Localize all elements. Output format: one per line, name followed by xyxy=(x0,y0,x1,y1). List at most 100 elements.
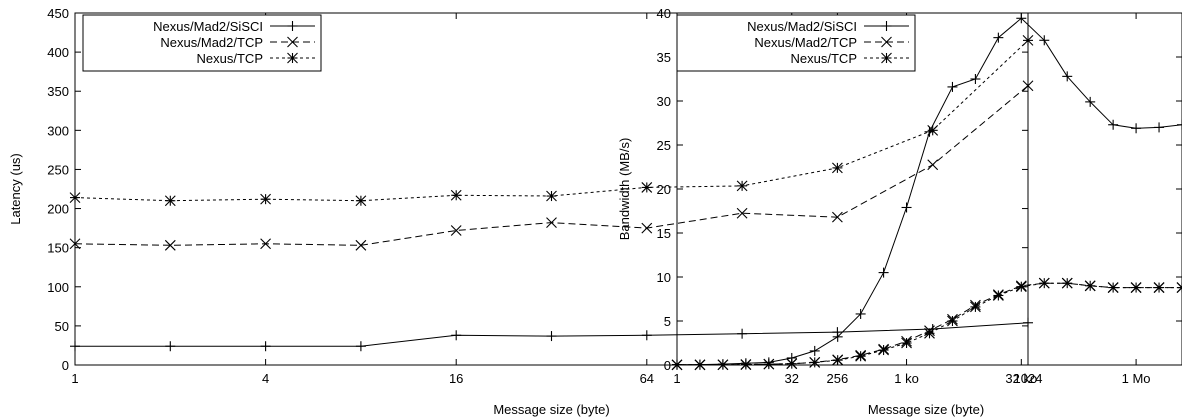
legend-label: Nexus/TCP xyxy=(791,51,857,66)
data-point-d2 xyxy=(855,350,867,362)
data-point xyxy=(1154,122,1165,133)
data-point xyxy=(641,222,653,234)
data-point xyxy=(1023,317,1033,328)
data-point xyxy=(1016,13,1027,24)
data-point xyxy=(737,328,748,339)
y-tick-label: 300 xyxy=(47,123,69,138)
data-point-d2 xyxy=(1130,282,1142,293)
legend-label: Nexus/Mad2/TCP xyxy=(754,35,857,50)
y-tick-label: 35 xyxy=(657,50,671,65)
data-point xyxy=(164,239,176,251)
data-point xyxy=(740,359,752,370)
legend-label: Nexus/Mad2/SiSCI xyxy=(747,19,857,34)
legend-marker xyxy=(881,21,892,31)
legend-marker xyxy=(881,36,892,48)
y-tick-label: 400 xyxy=(47,45,69,60)
data-point xyxy=(832,354,844,366)
data-point xyxy=(1015,281,1027,293)
data-point-d2 xyxy=(1176,286,1182,293)
data-point-d2 xyxy=(947,315,958,327)
data-point xyxy=(355,341,366,352)
data-point xyxy=(927,159,939,171)
data-point-d2 xyxy=(878,344,889,356)
data-point xyxy=(1084,280,1096,292)
data-point xyxy=(355,239,367,251)
data-point-d2 xyxy=(736,207,748,219)
data-point xyxy=(260,193,271,205)
y-tick-label: 350 xyxy=(47,84,69,99)
data-point-d2 xyxy=(736,180,748,192)
y-axis-label: Bandwidth (MB/s) xyxy=(617,138,632,241)
data-point xyxy=(1022,34,1034,46)
y-tick-label: 0 xyxy=(664,358,671,373)
y-tick-label: 40 xyxy=(657,6,671,21)
data-point-d2 xyxy=(992,290,1004,301)
plot-frame xyxy=(74,12,1029,366)
legend-marker-d2 xyxy=(881,36,892,48)
data-point-d2 xyxy=(1015,281,1027,293)
legend-label: Nexus/Mad2/SiSCI xyxy=(153,19,263,34)
data-point-d2 xyxy=(924,327,935,339)
data-point-d2 xyxy=(786,358,798,370)
data-point xyxy=(641,330,652,341)
data-point xyxy=(786,358,798,370)
series-3 xyxy=(69,34,1034,207)
data-point-d2 xyxy=(763,358,775,370)
legend-marker-d2 xyxy=(881,52,892,64)
data-point xyxy=(878,344,889,356)
data-point xyxy=(69,192,81,203)
data-point-d2 xyxy=(1038,277,1050,289)
data-point-d2 xyxy=(260,193,271,205)
x-tick-label: 1 xyxy=(71,371,78,386)
data-point xyxy=(832,331,843,342)
bandwidth-chart: 0 5 10 15 20 25 30 35 40 1 32 1 ko 32 ko 1 Mo Message … xyxy=(617,6,1182,417)
x-axis-label: Message size (byte) xyxy=(868,402,984,417)
data-point xyxy=(1039,35,1050,46)
data-point-d2 xyxy=(164,195,176,207)
legend-label: Nexus/Mad2/TCP xyxy=(160,35,263,50)
data-point-d2 xyxy=(1153,282,1165,293)
data-point xyxy=(546,217,557,229)
data-point-d2 xyxy=(694,359,706,371)
data-point xyxy=(993,32,1004,43)
y-tick-label: 50 xyxy=(55,319,69,334)
data-point xyxy=(1062,71,1073,82)
x-tick-label: 64 xyxy=(640,371,654,386)
data-point-d2 xyxy=(641,222,653,234)
data-point-d2 xyxy=(450,225,462,236)
data-point xyxy=(992,290,1004,301)
data-point-d2 xyxy=(355,195,367,207)
data-point xyxy=(450,189,462,201)
data-point-d1 xyxy=(1176,282,1182,289)
y-tick-label: 5 xyxy=(664,314,671,329)
x-tick-label: 256 xyxy=(827,371,849,386)
data-point xyxy=(947,81,958,92)
data-point-d2 xyxy=(69,238,81,250)
legend-marker xyxy=(287,52,298,64)
data-point-d2 xyxy=(641,182,653,193)
legend-marker-d2 xyxy=(287,52,298,64)
y-tick-label: 20 xyxy=(657,182,671,197)
data-point xyxy=(546,331,557,342)
y-tick-label: 0 xyxy=(62,358,69,373)
legend-marker xyxy=(287,36,298,48)
legend-box xyxy=(82,14,322,72)
y-tick-label: 30 xyxy=(657,94,671,109)
series-2 xyxy=(69,80,1034,251)
data-point xyxy=(1107,282,1119,293)
data-point xyxy=(671,359,683,371)
data-point xyxy=(69,238,81,250)
series-2 xyxy=(671,277,1182,371)
data-point-d2 xyxy=(671,359,683,371)
data-point xyxy=(260,341,271,352)
y-tick-label: 100 xyxy=(47,280,69,295)
x-tick-label: 16 xyxy=(449,371,463,386)
data-point xyxy=(1061,277,1073,289)
data-point xyxy=(451,330,462,341)
data-point xyxy=(1085,96,1096,107)
data-point xyxy=(1176,282,1182,293)
data-point-d2 xyxy=(1022,34,1034,46)
